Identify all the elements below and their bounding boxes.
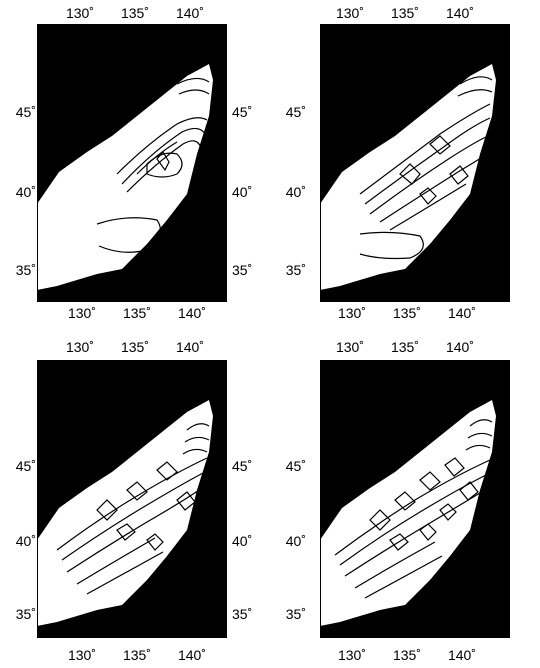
lon-label-130-bottom: 130˚	[67, 647, 97, 663]
lat-label-35-left: 35˚	[15, 262, 36, 278]
lat-label-40-left: 40˚	[15, 184, 36, 200]
sea-area	[320, 400, 496, 626]
lon-label-135-bottom: 135˚	[122, 305, 152, 321]
lon-label-140-bottom: 140˚	[177, 305, 207, 321]
contour-lines	[334, 419, 493, 599]
lon-label-135-top: 135˚	[120, 5, 150, 21]
lon-label-140-top: 140˚	[175, 339, 205, 355]
lon-label-140-top: 140˚	[445, 339, 475, 355]
lon-label-130-top: 130˚	[335, 5, 365, 21]
lat-label-45-right: 45˚	[232, 458, 253, 474]
lon-label-130-bottom: 130˚	[337, 305, 367, 321]
lat-label-35-left: 35˚	[285, 262, 306, 278]
lat-label-45-left: 45˚	[15, 458, 36, 474]
sea-area	[37, 64, 213, 290]
lon-label-130-top: 130˚	[65, 339, 95, 355]
lon-label-140-top: 140˚	[175, 5, 205, 21]
sea-map-3	[37, 360, 227, 638]
lat-label-40-right: 40˚	[232, 184, 253, 200]
contour-lines	[359, 76, 493, 260]
lat-label-45-right: 45˚	[232, 104, 253, 120]
lon-label-140-top: 140˚	[445, 5, 475, 21]
map-frame	[320, 360, 510, 638]
contour-lines	[96, 77, 210, 253]
lat-label-35-right: 35˚	[232, 606, 253, 622]
lon-label-140-bottom: 140˚	[447, 647, 477, 663]
lon-label-140-bottom: 140˚	[177, 647, 207, 663]
lon-label-135-bottom: 135˚	[392, 647, 422, 663]
lat-label-35-left: 35˚	[15, 606, 36, 622]
map-frame	[37, 24, 227, 302]
lon-label-135-bottom: 135˚	[392, 305, 422, 321]
lon-label-130-top: 130˚	[65, 5, 95, 21]
lon-label-130-top: 130˚	[335, 339, 365, 355]
sea-map-2	[320, 24, 510, 302]
sea-map-4	[320, 360, 510, 638]
map-panel-3: 130˚ 135˚ 140˚ 45˚ 40˚ 35˚ 45˚ 40˚ 35˚ 1…	[0, 334, 270, 668]
lat-label-40-left: 40˚	[285, 533, 306, 549]
map-panel-1: 130˚ 135˚ 140˚ 45˚ 40˚ 35˚ 45˚ 40˚ 35˚ 1…	[0, 0, 270, 334]
lat-label-35-left: 35˚	[285, 606, 306, 622]
map-frame	[37, 360, 227, 638]
sea-area	[37, 400, 213, 626]
lat-label-45-left: 45˚	[15, 104, 36, 120]
lon-label-135-top: 135˚	[120, 339, 150, 355]
lat-label-40-right: 40˚	[232, 533, 253, 549]
lon-label-130-bottom: 130˚	[67, 305, 97, 321]
lat-label-40-left: 40˚	[285, 184, 306, 200]
lat-label-45-left: 45˚	[285, 458, 306, 474]
lat-label-35-right: 35˚	[232, 262, 253, 278]
map-frame	[320, 24, 510, 302]
lon-label-130-bottom: 130˚	[337, 647, 367, 663]
map-panel-2: 130˚ 135˚ 140˚ 45˚ 40˚ 35˚ 130˚ 135˚ 140…	[270, 0, 540, 334]
sea-map-1	[37, 24, 227, 302]
lat-label-40-left: 40˚	[15, 533, 36, 549]
map-panel-4: 130˚ 135˚ 140˚ 45˚ 40˚ 35˚ 130˚ 135˚ 140…	[270, 334, 540, 668]
lon-label-140-bottom: 140˚	[447, 305, 477, 321]
lat-label-45-left: 45˚	[285, 104, 306, 120]
lon-label-135-bottom: 135˚	[122, 647, 152, 663]
lon-label-135-top: 135˚	[390, 339, 420, 355]
lon-label-135-top: 135˚	[390, 5, 420, 21]
contour-lines	[56, 423, 210, 595]
